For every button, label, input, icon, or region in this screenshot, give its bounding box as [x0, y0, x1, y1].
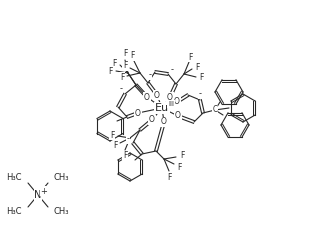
- Text: O: O: [167, 93, 173, 101]
- Text: +: +: [41, 187, 47, 195]
- Text: F: F: [112, 59, 116, 67]
- Text: CH₃: CH₃: [54, 208, 70, 216]
- Text: -: -: [120, 85, 123, 94]
- Text: O: O: [174, 98, 180, 107]
- Text: CH₃: CH₃: [54, 174, 70, 182]
- Text: F: F: [123, 152, 127, 161]
- Text: F: F: [177, 162, 181, 172]
- Text: F: F: [130, 52, 134, 60]
- Text: F: F: [188, 53, 192, 61]
- Text: III: III: [168, 101, 174, 107]
- Text: F: F: [199, 74, 203, 82]
- Text: H₃C: H₃C: [6, 174, 22, 182]
- Text: H₃C: H₃C: [6, 208, 22, 216]
- Text: F: F: [113, 141, 117, 150]
- Text: F: F: [123, 61, 127, 71]
- Text: O: O: [161, 118, 167, 127]
- Text: F: F: [167, 173, 171, 181]
- Text: O: O: [154, 91, 160, 100]
- Text: N: N: [34, 190, 42, 200]
- Text: O: O: [135, 108, 141, 118]
- Text: -: -: [126, 134, 129, 143]
- Text: C: C: [212, 106, 218, 114]
- Text: F: F: [123, 49, 127, 59]
- Text: F: F: [120, 73, 124, 81]
- Text: F: F: [108, 67, 112, 75]
- Text: F: F: [180, 152, 184, 161]
- Text: O: O: [175, 112, 181, 120]
- Text: -: -: [149, 71, 151, 80]
- Text: O: O: [144, 93, 150, 101]
- Text: -: -: [199, 89, 202, 99]
- Text: Eu: Eu: [155, 103, 169, 113]
- Text: F: F: [110, 130, 114, 140]
- Text: F: F: [195, 62, 199, 72]
- Text: O: O: [149, 115, 155, 125]
- Text: -: -: [171, 66, 174, 74]
